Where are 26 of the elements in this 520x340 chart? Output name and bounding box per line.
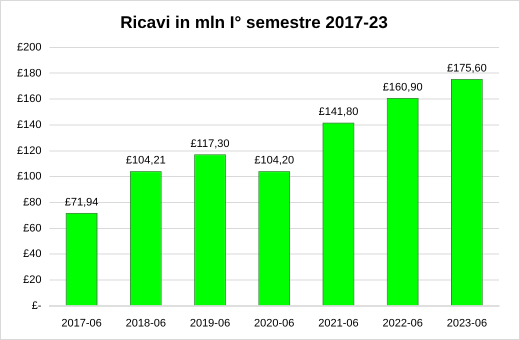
y-tick-label: £120 xyxy=(16,144,42,157)
data-label: £141,80 xyxy=(318,106,358,118)
y-tick-label: £40 xyxy=(23,248,42,260)
y-tick-label: £60 xyxy=(23,222,42,234)
y-tick-label: £80 xyxy=(23,196,42,208)
data-label: £160,90 xyxy=(382,81,423,94)
x-tick-label: 2021-06 xyxy=(318,317,359,330)
x-tick-label: 2018-06 xyxy=(126,317,166,330)
x-tick-label: 2020-06 xyxy=(254,317,294,330)
y-tick-label: £200 xyxy=(16,41,42,54)
data-label: £117,30 xyxy=(190,138,230,150)
data-label: £104,21 xyxy=(126,154,166,167)
data-label: £175,60 xyxy=(447,62,487,74)
x-tick-label: 2019-06 xyxy=(190,317,230,330)
y-tick-label: £20 xyxy=(23,274,42,286)
x-tick-label: 2022-06 xyxy=(382,317,423,330)
y-tick-label: £160 xyxy=(16,93,42,106)
y-tick-label: £100 xyxy=(16,170,42,183)
y-tick-label: £140 xyxy=(16,118,42,131)
chart-title: Ricavi in mln I° semestre 2017-23 xyxy=(120,12,388,32)
x-tick-label: 2023-06 xyxy=(446,317,488,330)
y-tick-label: £180 xyxy=(16,67,42,80)
x-tick-label: 2017-06 xyxy=(61,317,102,330)
y-tick-label: £- xyxy=(32,300,42,312)
data-label: £71,94 xyxy=(64,196,98,208)
data-label: £104,20 xyxy=(254,154,294,167)
